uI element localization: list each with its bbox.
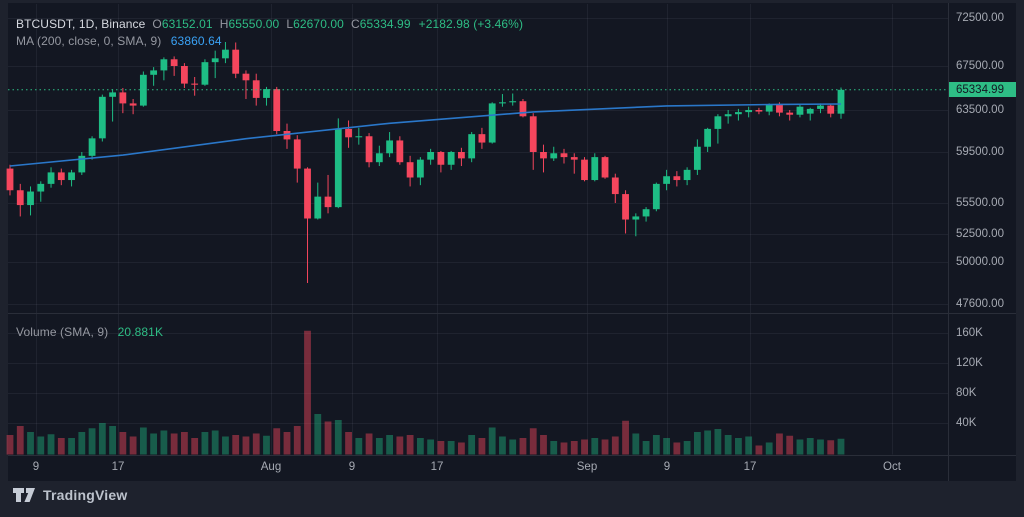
volume-value: 20.881K bbox=[117, 325, 164, 339]
time-axis-label: Sep bbox=[576, 461, 598, 473]
ma-legend[interactable]: MA (200, close, 0, SMA, 9) 63860.64 bbox=[16, 34, 222, 48]
price-change: +2182.98 (+3.46%) bbox=[418, 17, 524, 31]
price-axis-label: 67500.00 bbox=[956, 60, 1004, 72]
ohlc-key: O bbox=[152, 17, 162, 31]
volume-legend[interactable]: Volume (SMA, 9) 20.881K bbox=[16, 325, 163, 339]
candlesticks bbox=[6, 42, 845, 283]
price-axis-label: 47600.00 bbox=[956, 298, 1004, 310]
symbol-title[interactable]: BTCUSDT, 1D, Binance bbox=[16, 17, 146, 31]
time-axis-label: Oct bbox=[883, 461, 901, 473]
price-axis-label: 52500.00 bbox=[956, 228, 1004, 240]
ohlc-value: 65550.00 bbox=[228, 17, 280, 31]
symbol-legend[interactable]: BTCUSDT, 1D, Binance O63152.01 H65550.00 L6… bbox=[16, 17, 523, 31]
ohlc-value: 62670.00 bbox=[293, 17, 344, 31]
price-axis-label: 72500.00 bbox=[956, 12, 1004, 24]
price-axis-label: 63500.00 bbox=[956, 104, 1004, 116]
ohlc-value: 65334.99 bbox=[359, 17, 411, 31]
ma-label[interactable]: MA (200, close, 0, SMA, 9) bbox=[16, 34, 162, 48]
ohlc-key: H bbox=[219, 17, 229, 31]
ma-200-line bbox=[9, 103, 842, 167]
time-axis-label: 17 bbox=[111, 461, 125, 473]
last-price-tag: 65334.99 bbox=[949, 82, 1016, 98]
time-axis-label: 17 bbox=[743, 461, 757, 473]
gridlines bbox=[8, 4, 948, 455]
volume-axis-label: 120K bbox=[956, 357, 983, 369]
last-price-value: 65334.99 bbox=[956, 83, 1004, 96]
time-axis[interactable] bbox=[8, 456, 948, 481]
price-axis-label: 50000.00 bbox=[956, 256, 1004, 268]
volume-axis-label: 80K bbox=[956, 387, 977, 399]
ohlc-value: 63152.01 bbox=[161, 17, 213, 31]
tradingview-logo-icon bbox=[13, 488, 35, 502]
time-axis-label: 9 bbox=[32, 461, 40, 473]
chart-widget bbox=[8, 3, 1016, 481]
tradingview-logo-text: TradingView bbox=[43, 487, 128, 503]
volume-label[interactable]: Volume (SMA, 9) bbox=[16, 325, 109, 339]
ma-value: 63860.64 bbox=[170, 34, 222, 48]
time-axis-label: Aug bbox=[260, 461, 282, 473]
time-axis-label: 9 bbox=[663, 461, 671, 473]
ohlc-key: C bbox=[350, 17, 360, 31]
price-axis-label: 55500.00 bbox=[956, 197, 1004, 209]
price-axis-label: 59500.00 bbox=[956, 146, 1004, 158]
volume-axis-label: 40K bbox=[956, 417, 977, 429]
tradingview-branding[interactable]: TradingView bbox=[13, 487, 127, 503]
ohlc-key: L bbox=[286, 17, 294, 31]
time-axis-label: 9 bbox=[348, 461, 356, 473]
axis-borders bbox=[8, 3, 1016, 481]
time-axis-label: 17 bbox=[430, 461, 444, 473]
volume-axis-label: 160K bbox=[956, 327, 983, 339]
volume-bars bbox=[6, 330, 845, 455]
